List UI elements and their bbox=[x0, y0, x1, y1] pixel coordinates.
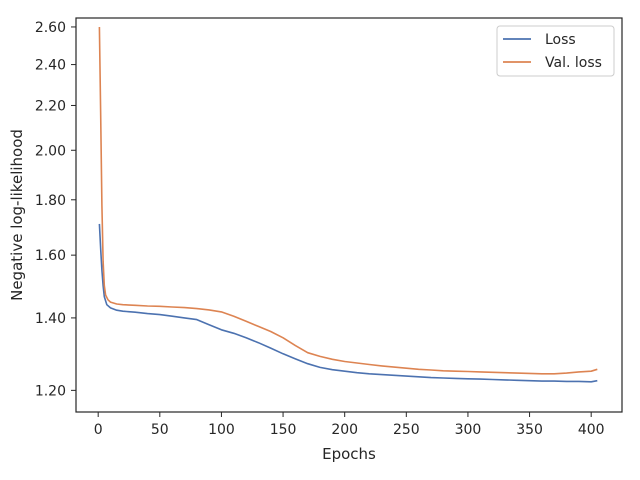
y-tick-label: 1.40 bbox=[35, 311, 66, 327]
y-axis-label: Negative log-likelihood bbox=[8, 129, 26, 301]
y-tick-label: 2.40 bbox=[35, 58, 66, 74]
x-axis-ticks: 0 50 100 150 200 250 300 350 400 bbox=[94, 412, 605, 438]
plot-frame bbox=[75, 17, 623, 413]
x-tick-label: 350 bbox=[516, 422, 543, 438]
x-tick-label: 50 bbox=[151, 422, 169, 438]
x-tick-label: 100 bbox=[208, 422, 235, 438]
y-tick-label: 2.60 bbox=[35, 20, 66, 36]
y-tick-label: 2.20 bbox=[35, 98, 66, 114]
x-tick-label: 250 bbox=[393, 422, 420, 438]
series-line-loss bbox=[98, 223, 598, 383]
legend: Loss Val. loss bbox=[496, 25, 615, 77]
x-tick-label: 300 bbox=[455, 422, 482, 438]
legend-label-loss: Loss bbox=[545, 32, 576, 48]
series-lines bbox=[98, 26, 598, 383]
y-tick-label: 1.20 bbox=[35, 383, 66, 399]
y-axis-ticks: 1.20 1.40 1.60 1.80 2.00 2.20 2.40 2.60 bbox=[35, 20, 76, 399]
x-tick-label: 0 bbox=[94, 422, 103, 438]
series-line-val-loss bbox=[98, 26, 598, 375]
y-tick-label: 2.00 bbox=[35, 143, 66, 159]
x-tick-label: 200 bbox=[331, 422, 358, 438]
legend-label-val-loss: Val. loss bbox=[545, 55, 602, 71]
x-tick-label: 400 bbox=[578, 422, 605, 438]
y-tick-label: 1.80 bbox=[35, 193, 66, 209]
y-tick-label: 1.60 bbox=[35, 248, 66, 264]
x-tick-label: 150 bbox=[270, 422, 297, 438]
x-axis-label: Epochs bbox=[322, 445, 376, 463]
